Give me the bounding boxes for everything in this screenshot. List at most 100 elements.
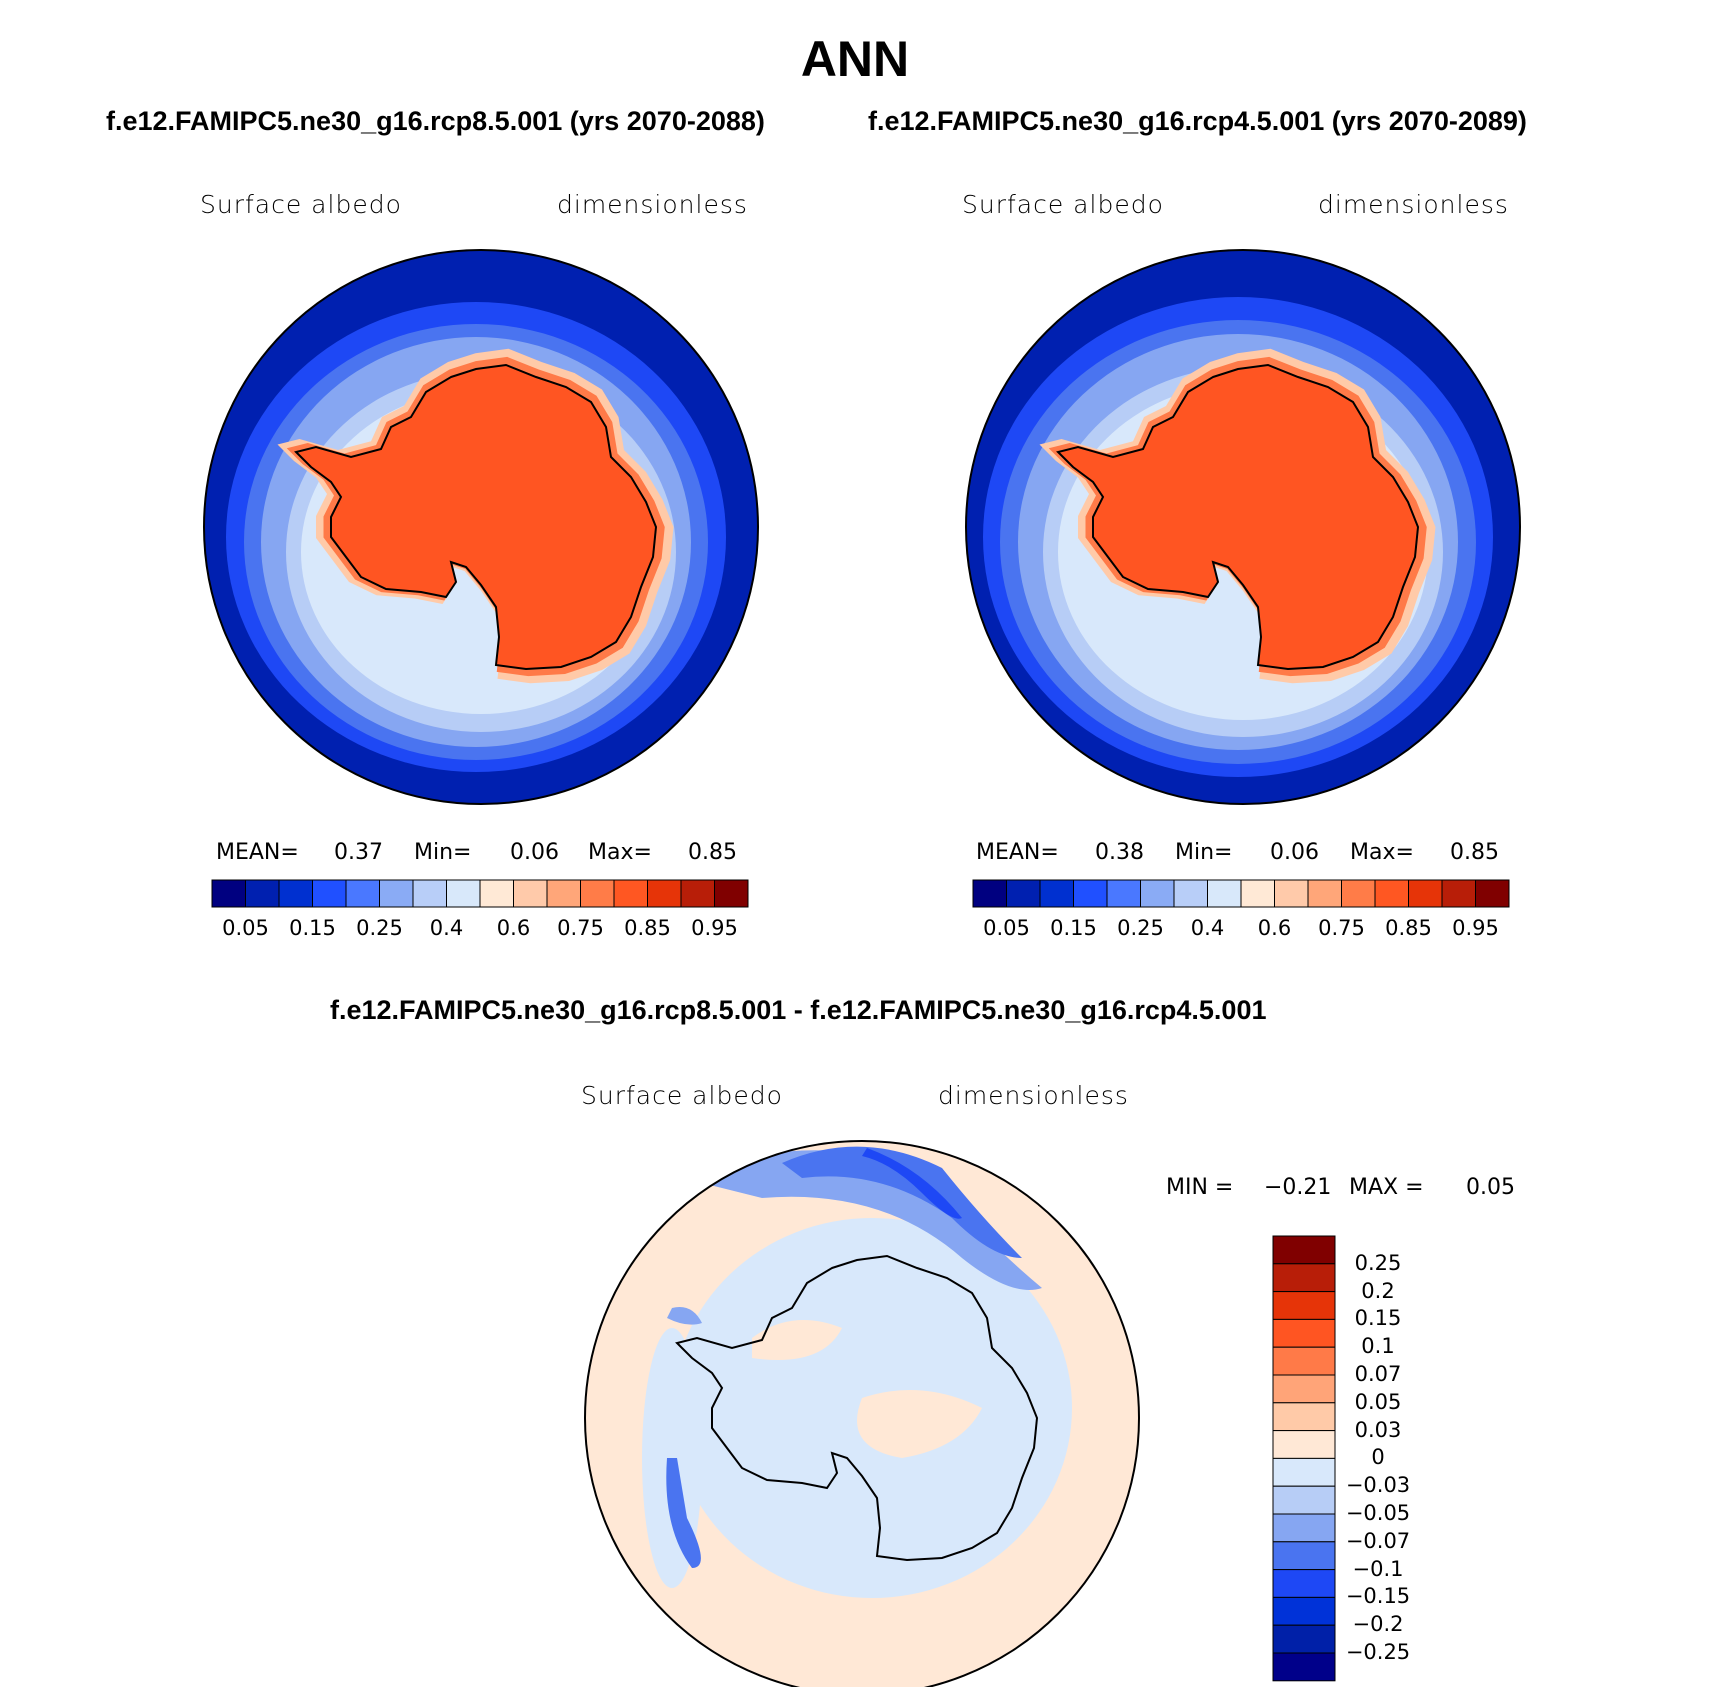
page-title: ANN (800, 31, 910, 87)
panel-1-colorbar-swatch (379, 879, 414, 908)
panel-1-colorbar-swatch (580, 879, 615, 908)
panel-1-colorbar-swatch (345, 879, 380, 908)
panel-1-map-border (203, 249, 759, 805)
panel-1-colorbar-swatch (479, 879, 514, 908)
difference-colorbar-swatch (1272, 1318, 1336, 1348)
panel-1-colorbar-swatch (412, 879, 447, 908)
panel-1-colorbar-tick-label: 0.85 (624, 916, 671, 940)
difference-colorbar-tick-label: −0.05 (1345, 1501, 1411, 1525)
difference-colorbar-tick-label: 0.05 (1354, 1389, 1402, 1414)
panel-1-colorbar-tick-label: 0.05 (222, 916, 269, 940)
difference-colorbar-tick-label: 0.03 (1354, 1417, 1402, 1442)
panel-2-colorbar-swatch (1006, 879, 1041, 908)
panel-1-colorbar-swatch (613, 879, 648, 908)
panel-1-colorbar-tick-label: 0.6 (496, 916, 531, 940)
panel-2-colorbar-swatch (1441, 879, 1476, 908)
panel-2-colorbar-tick-label: 0.05 (983, 916, 1030, 940)
difference-max-label: MAX = (1349, 1175, 1424, 1200)
difference-units-label: dimensionless (938, 1081, 1129, 1110)
panel-1-max-label: Max= (588, 840, 652, 865)
difference-colorbar-tick-label: −0.15 (1345, 1584, 1411, 1609)
difference-colorbar-tick-label: 0.15 (1354, 1306, 1402, 1331)
difference-colorbar-swatch (1272, 1402, 1336, 1432)
panel-1-colorbar-swatch (680, 879, 715, 908)
difference-colorbar (1272, 1235, 1336, 1682)
difference-max-value: 0.05 (1466, 1175, 1515, 1200)
panel-1-colorbar-tick-label: 0.4 (429, 916, 464, 940)
panel-1-colorbar-swatch (245, 879, 280, 908)
panel-1-colorbar-swatch (546, 879, 581, 908)
panel-1-mean-label: MEAN= (216, 840, 299, 865)
panel-2-colorbar-swatch (1374, 879, 1409, 908)
difference-colorbar-swatch (1272, 1430, 1336, 1459)
panel-1-polar-map (204, 250, 758, 804)
difference-colorbar-tick-label: −0.2 (1352, 1612, 1404, 1637)
difference-colorbar-swatch (1272, 1596, 1336, 1626)
difference-colorbar-tick-label: 0.25 (1354, 1250, 1402, 1275)
difference-colorbar-tick-label: 0 (1371, 1445, 1385, 1470)
panel-2-max-label: Max= (1350, 840, 1414, 865)
panel-1-colorbar-tick-label: 0.95 (691, 916, 738, 940)
panel-1-colorbar-swatch (278, 879, 313, 908)
panel-1-colorbar-swatch (446, 879, 481, 908)
difference-colorbar-tick-label: 0.1 (1361, 1334, 1395, 1359)
difference-title: f.e12.FAMIPC5.ne30_g16.rcp8.5.001 - f.e1… (330, 995, 1267, 1025)
panel-2-colorbar-swatch (1073, 879, 1108, 908)
panel-2-colorbar-swatch (1140, 879, 1175, 908)
panel-2-colorbar-tick-label: 0.6 (1257, 916, 1292, 940)
panel-2-colorbar-tick-label: 0.4 (1190, 916, 1225, 940)
difference-colorbar-swatch (1272, 1485, 1336, 1515)
panel-2-colorbar-tick-label: 0.95 (1452, 916, 1499, 940)
panel-1-max-value: 0.85 (688, 840, 737, 865)
difference-colorbar-tick-label: −0.1 (1352, 1556, 1404, 1581)
difference-colorbar-tick-label: 0.2 (1361, 1278, 1395, 1303)
panel-1-colorbar-swatch (211, 879, 246, 908)
difference-colorbar-tick-label: 0.07 (1354, 1362, 1402, 1386)
panel-2-colorbar-tick-label: 0.15 (1050, 916, 1097, 940)
panel-2-variable-label: Surface albedo (962, 190, 1164, 219)
panel-2-colorbar-swatch (1341, 879, 1376, 908)
panel-2-colorbar-swatch (1408, 879, 1443, 908)
panel-1-mean-value: 0.37 (334, 840, 383, 865)
panel-1-units-label: dimensionless (557, 190, 748, 219)
panel-2-colorbar-swatch (1475, 879, 1510, 908)
panel-1-colorbar-swatch (647, 879, 682, 908)
panel-2-colorbar-swatch (1039, 879, 1074, 908)
panel-2-min-value: 0.06 (1270, 840, 1319, 865)
panel-1-colorbar-swatch (714, 879, 749, 908)
panel-2-mean-value: 0.38 (1095, 840, 1144, 865)
difference-colorbar-swatch (1272, 1541, 1336, 1571)
panel-1-colorbar (211, 879, 749, 908)
difference-colorbar-swatch (1272, 1569, 1336, 1598)
difference-colorbar-swatch (1272, 1624, 1336, 1654)
panel-2-colorbar-swatch (1307, 879, 1342, 908)
panel-2-colorbar-tick-label: 0.75 (1318, 916, 1365, 940)
panel-2-colorbar-swatch (1274, 879, 1309, 908)
panel-2-colorbar-swatch (1106, 879, 1141, 908)
panel-2-colorbar-swatch (1207, 879, 1242, 908)
panel-2-mean-label: MEAN= (976, 840, 1059, 865)
panel-2-units-label: dimensionless (1318, 190, 1509, 219)
panel-2-max-value: 0.85 (1450, 840, 1499, 865)
panel-2-min-label: Min= (1175, 840, 1233, 865)
panel-2-colorbar-swatch (1240, 879, 1275, 908)
difference-colorbar-tick-label: −0.25 (1345, 1640, 1411, 1664)
difference-min-label: MIN = (1166, 1175, 1234, 1200)
panel-1-variable-label: Surface albedo (200, 190, 402, 219)
panel-1-colorbar-tick-label: 0.75 (557, 916, 604, 940)
panel-1-colorbar-tick-label: 0.15 (289, 916, 336, 940)
panel-1-min-value: 0.06 (510, 840, 559, 865)
panel-2-colorbar (972, 879, 1510, 908)
difference-colorbar-swatch (1272, 1652, 1336, 1682)
difference-variable-label: Surface albedo (581, 1081, 783, 1110)
panel-2-colorbar-swatch (1173, 879, 1208, 908)
panel-1-colorbar-swatch (513, 879, 548, 908)
panel-1-colorbar-tick-label: 0.25 (356, 916, 403, 940)
panel-1-case-title: f.e12.FAMIPC5.ne30_g16.rcp8.5.001 (yrs 2… (106, 106, 765, 136)
difference-colorbar-swatch (1272, 1457, 1336, 1487)
difference-colorbar-tick-label: −0.07 (1345, 1528, 1411, 1553)
difference-map-border (584, 1140, 1140, 1687)
panel-2-colorbar-tick-label: 0.85 (1385, 916, 1432, 940)
panel-1-colorbar-swatch (312, 879, 347, 908)
